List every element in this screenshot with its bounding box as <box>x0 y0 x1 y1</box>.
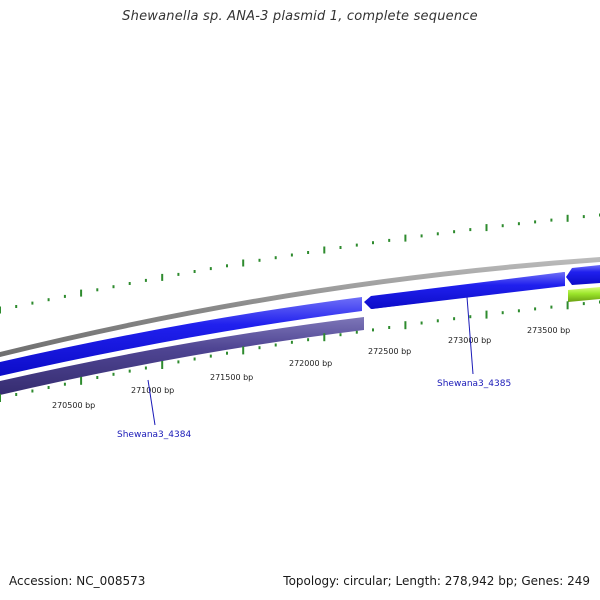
outer-tick-ring <box>0 213 600 314</box>
topology-text: Topology: circular; Length: 278,942 bp; … <box>283 574 590 588</box>
green-feature <box>568 287 600 302</box>
tick-label: 271000 bp <box>131 386 174 395</box>
tick-label: 272000 bp <box>289 359 332 368</box>
cds-reverse-arrow-next <box>566 265 600 285</box>
tick-label: 270500 bp <box>52 401 95 410</box>
gene-label-shewana3-4384[interactable]: Shewana3_4384 <box>117 430 191 440</box>
gene-track-shewana3-4384 <box>0 317 364 395</box>
gene-leader-line <box>147 379 156 426</box>
gene-leader-line <box>466 296 474 375</box>
map-title: Shewanella sp. ANA-3 plasmid 1, complete… <box>122 9 478 24</box>
tick-label: 273000 bp <box>448 336 491 345</box>
cds-reverse-body-shewana3-4385 <box>364 272 564 309</box>
accession-text: Accession: NC_008573 <box>9 574 146 588</box>
cds-forward-segment <box>0 297 362 376</box>
tick-labels: 270500 bp 271000 bp 271500 bp 272000 bp … <box>52 326 570 410</box>
gene-label-shewana3-4385[interactable]: Shewana3_4385 <box>437 379 511 389</box>
tick-label: 272500 bp <box>368 347 411 356</box>
inner-tick-ring <box>0 300 600 402</box>
tick-label: 271500 bp <box>210 373 253 382</box>
tick-label: 273500 bp <box>527 326 570 335</box>
